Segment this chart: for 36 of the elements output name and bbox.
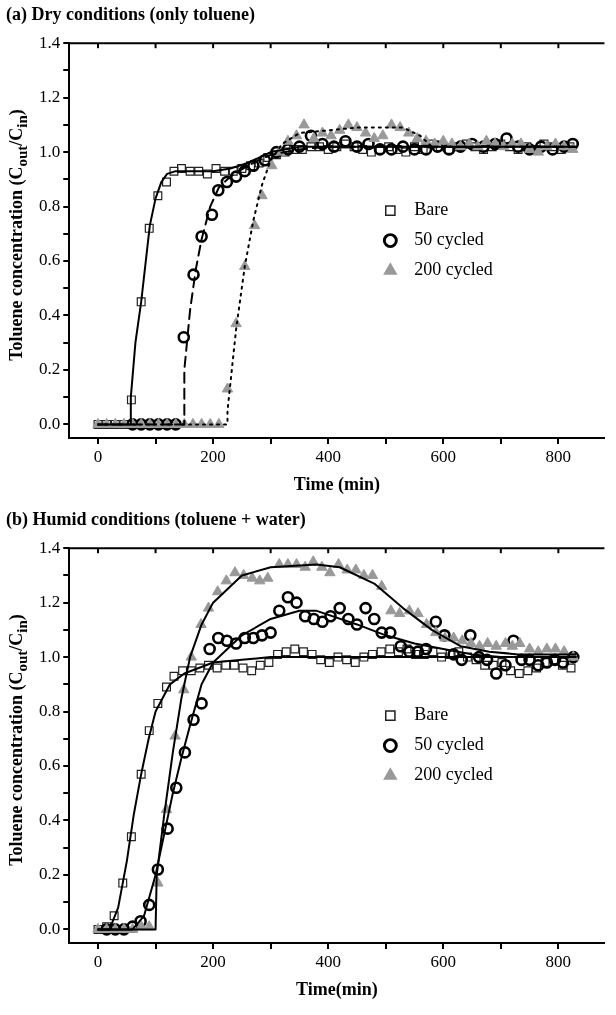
y-tick-label: 0.6 xyxy=(39,250,61,270)
x-tick-label: 800 xyxy=(545,446,572,466)
y-tick-label: 1.4 xyxy=(39,32,61,52)
x-tick-label: 400 xyxy=(315,446,341,466)
y-tick-label: 0.0 xyxy=(39,918,61,938)
x-tick-label: 800 xyxy=(545,951,572,971)
y-tick-label: 0.8 xyxy=(39,196,61,216)
x-tick-label: 200 xyxy=(200,951,226,971)
x-axis-title: Time (min) xyxy=(293,473,380,495)
x-tick-label: 0 xyxy=(93,446,103,466)
chart-title: (b) Humid conditions (toluene + water) xyxy=(6,509,306,530)
y-tick-label: 0.0 xyxy=(39,413,61,433)
x-tick-label: 600 xyxy=(430,951,457,971)
y-tick-label: 0.2 xyxy=(39,864,61,884)
x-tick-label: 400 xyxy=(315,951,341,971)
legend-label: 200 cycled xyxy=(414,259,493,280)
y-tick-label: 1.0 xyxy=(39,646,61,666)
x-tick-label: 200 xyxy=(200,446,226,466)
legend-label: 50 cycled xyxy=(414,229,484,250)
y-tick-label: 1.2 xyxy=(39,592,61,612)
y-tick-label: 0.4 xyxy=(39,304,61,324)
chart-title: (a) Dry conditions (only toluene) xyxy=(6,4,255,25)
y-tick-label: 0.2 xyxy=(39,359,61,379)
y-tick-label: 0.4 xyxy=(39,809,61,829)
legend-label: 50 cycled xyxy=(414,734,484,755)
y-tick-label: 1.0 xyxy=(39,141,61,161)
x-axis-title: Time(min) xyxy=(295,978,378,1000)
legend-label: Bare xyxy=(414,199,449,220)
y-tick-label: 0.6 xyxy=(39,755,61,775)
x-tick-label: 600 xyxy=(430,446,457,466)
y-tick-label: 0.8 xyxy=(39,701,61,721)
y-tick-label: 1.2 xyxy=(39,87,61,107)
x-tick-label: 0 xyxy=(93,951,103,971)
legend-label: 200 cycled xyxy=(414,764,493,785)
legend-label: Bare xyxy=(414,704,449,725)
y-tick-label: 1.4 xyxy=(39,537,61,557)
